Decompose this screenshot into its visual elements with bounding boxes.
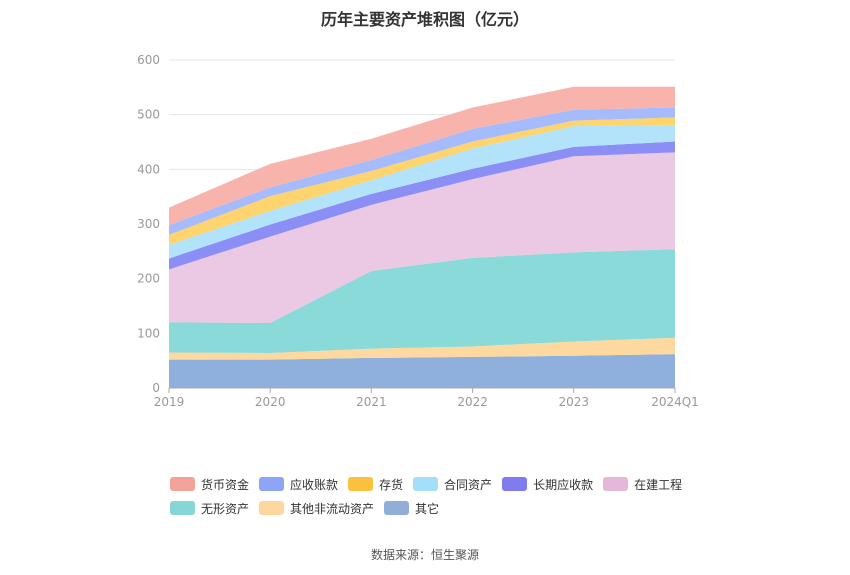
area-series-合同资产 bbox=[169, 125, 675, 259]
legend-row: 货币资金 应收账款 存货 合同资产 长期应收款 在建工程 bbox=[170, 472, 710, 496]
legend-swatch bbox=[603, 477, 629, 491]
legend-swatch bbox=[502, 477, 528, 491]
area-series-长期应收款 bbox=[169, 141, 675, 270]
legend-label: 其他非流动资产 bbox=[290, 501, 375, 516]
legend-label: 货币资金 bbox=[201, 477, 250, 492]
legend-label: 合同资产 bbox=[444, 477, 493, 492]
area-series-其他非流动资产 bbox=[169, 337, 675, 360]
legend-item[interactable]: 长期应收款 bbox=[502, 476, 593, 493]
legend-label: 其它 bbox=[415, 501, 440, 516]
y-tick-label: 200 bbox=[137, 272, 160, 286]
x-tick-label: 2023 bbox=[559, 395, 590, 409]
y-tick-label: 0 bbox=[152, 381, 160, 395]
legend-swatch bbox=[384, 501, 410, 515]
area-series-其它 bbox=[169, 354, 675, 388]
data-source: 数据来源：恒生聚源 bbox=[370, 548, 479, 562]
legend-swatch bbox=[170, 501, 195, 515]
legend-item[interactable]: 货币资金 bbox=[170, 476, 249, 493]
legend-item[interactable]: 应收账款 bbox=[259, 476, 338, 493]
legend-swatch bbox=[170, 477, 195, 491]
y-tick-label: 300 bbox=[137, 217, 160, 231]
legend-swatch bbox=[413, 477, 439, 491]
legend-item[interactable]: 无形资产 bbox=[170, 500, 249, 517]
x-tick-label: 2020 bbox=[255, 395, 286, 409]
legend-item[interactable]: 其他非流动资产 bbox=[259, 500, 374, 517]
legend-item[interactable]: 其它 bbox=[384, 500, 439, 517]
legend-swatch bbox=[348, 477, 374, 491]
legend-label: 应收账款 bbox=[290, 477, 339, 492]
chart-legend: 货币资金 应收账款 存货 合同资产 长期应收款 在建工程无形资产 其他非流动资产 其它 bbox=[170, 472, 710, 520]
x-tick-label: 2019 bbox=[154, 395, 185, 409]
legend-label: 无形资产 bbox=[201, 501, 250, 516]
y-tick-label: 400 bbox=[137, 162, 160, 176]
x-tick-label: 2024Q1 bbox=[651, 395, 699, 409]
legend-label: 存货 bbox=[379, 477, 404, 492]
area-series-货币资金 bbox=[169, 86, 675, 226]
chart-title: 历年主要资产堆积图（亿元） bbox=[320, 10, 529, 29]
x-tick-label: 2021 bbox=[356, 395, 387, 409]
x-tick-label: 2022 bbox=[457, 395, 488, 409]
legend-label: 在建工程 bbox=[634, 477, 683, 492]
y-tick-label: 500 bbox=[137, 108, 160, 122]
area-series-无形资产 bbox=[169, 249, 675, 354]
y-tick-label: 100 bbox=[137, 326, 160, 340]
y-tick-label: 600 bbox=[137, 53, 160, 67]
legend-item[interactable]: 合同资产 bbox=[413, 476, 492, 493]
chart-plot: 0 100 200 300 400 500 600 2019 2020 2021 2022 2023 2… bbox=[137, 53, 699, 409]
legend-label: 长期应收款 bbox=[533, 477, 594, 492]
legend-swatch bbox=[259, 501, 285, 515]
legend-row: 无形资产 其他非流动资产 其它 bbox=[170, 496, 710, 520]
legend-item[interactable]: 存货 bbox=[348, 476, 403, 493]
area-series-在建工程 bbox=[169, 152, 675, 323]
legend-swatch bbox=[259, 477, 285, 491]
legend-item[interactable]: 在建工程 bbox=[603, 476, 682, 493]
